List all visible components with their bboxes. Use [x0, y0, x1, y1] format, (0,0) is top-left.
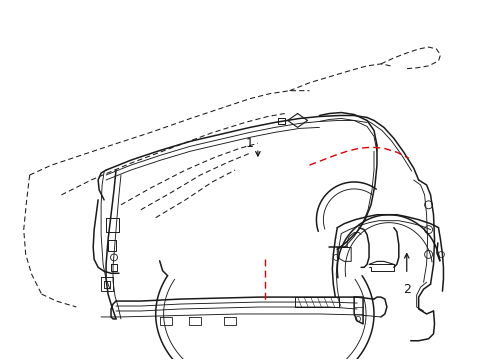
Text: 1: 1: [245, 137, 253, 150]
Text: 2: 2: [402, 283, 410, 296]
